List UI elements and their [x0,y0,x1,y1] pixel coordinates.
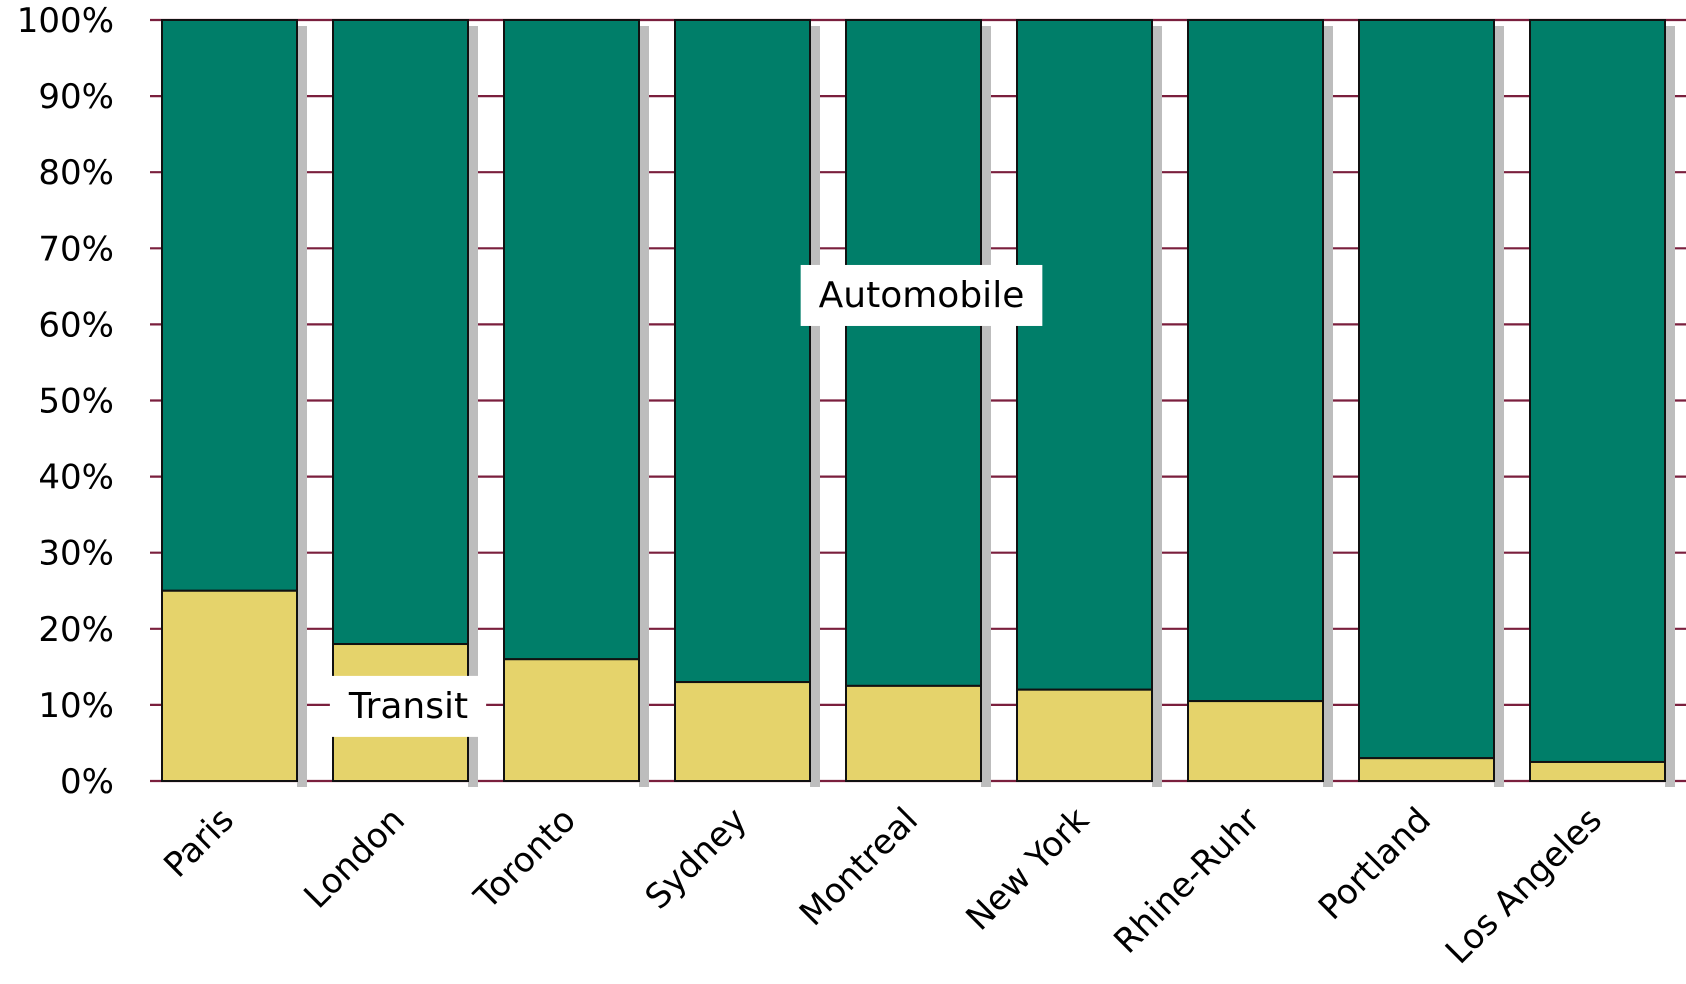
bar-transit [1016,688,1153,782]
bar-automobile [674,19,811,684]
y-tick-label: 90% [38,77,114,117]
series-annotation: Automobile [800,264,1043,326]
bar-automobile [1529,19,1666,763]
bar-automobile [845,19,982,687]
bar-shadow [468,26,478,787]
y-tick-label: 70% [38,229,114,269]
series-annotation: Transit [329,675,487,737]
annotation-box [800,264,1043,326]
bar-automobile [1016,19,1153,691]
x-tick-label: Rhine-Ruhr [1106,800,1268,962]
annotation-box [329,675,487,737]
bar-automobile [332,19,469,646]
x-tick-label: Sydney [638,800,755,917]
y-tick-label: 0% [60,762,114,802]
bar-automobile [1358,19,1495,760]
x-tick-label: Portland [1311,800,1439,928]
y-tick-label: 60% [38,305,114,345]
x-tick-label: Toronto [466,800,584,918]
bar-shadow [1494,26,1504,787]
bar-automobile [161,19,298,592]
bar-transit [1187,700,1324,782]
y-tick-label: 10% [38,686,114,726]
y-tick-label: 20% [38,610,114,650]
bar-transit [674,681,811,783]
x-tick-label: Paris [156,800,242,886]
bars [161,19,1675,787]
y-tick-label: 50% [38,382,114,422]
bar-transit [1358,757,1495,782]
bar-shadow [297,26,307,787]
bar-transit [845,684,982,782]
bar-automobile [1187,19,1324,703]
bar-shadow [981,26,991,787]
y-tick-label: 40% [38,458,114,498]
x-tick-label: Los Angeles [1438,800,1610,972]
y-axis-ticks: 0% 10% 20% 30% 40% 50% 60% 70% 80% 90% 100% [17,1,114,802]
bar-shadow [639,26,649,787]
bar-shadow [810,26,820,787]
annotations: Automobile Transit [329,264,1043,737]
y-tick-label: 100% [17,1,114,41]
annotation-text: Transit [348,686,468,727]
x-tick-label: London [296,800,412,916]
x-tick-label: Montreal [792,800,926,934]
bar-transit [161,589,298,782]
bar-shadow [1665,26,1675,787]
bar-transit [1529,760,1666,782]
x-tick-label: New York [958,800,1097,939]
y-tick-label: 80% [38,153,114,193]
bar-shadow [1323,26,1333,787]
bar-transit [503,658,640,782]
bar-automobile [503,19,640,661]
bar-shadow [1152,26,1162,787]
y-tick-label: 30% [38,534,114,574]
x-axis-labels: Paris London Toronto Sydney Montreal New York… [156,800,1610,972]
annotation-text: Automobile [819,275,1025,316]
